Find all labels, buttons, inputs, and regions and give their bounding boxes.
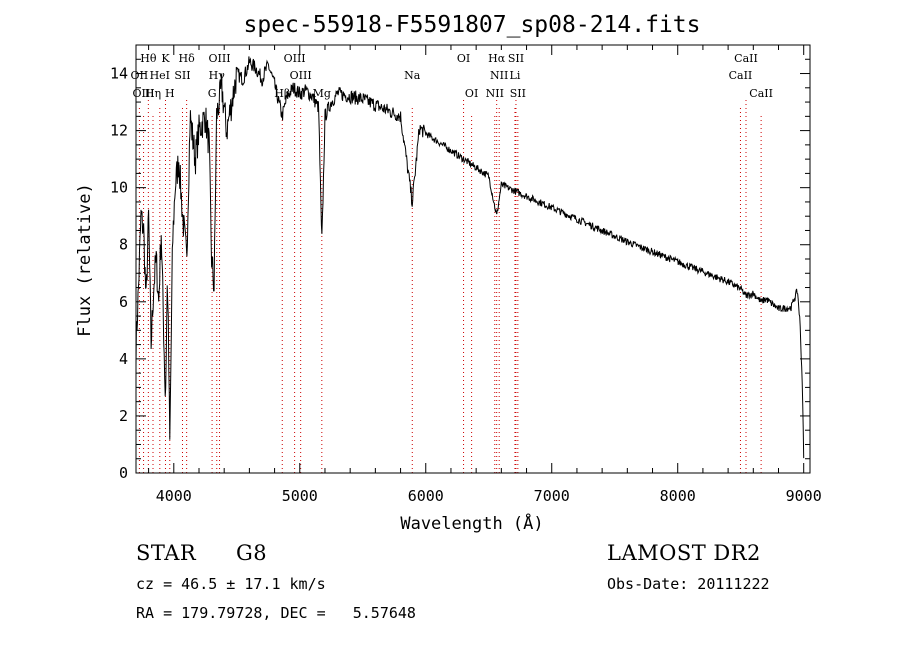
line-marker-label: G [208, 87, 217, 100]
y-tick-label: 4 [119, 350, 128, 368]
line-marker-label: SII [174, 69, 190, 82]
line-marker-label: Hγ [209, 69, 226, 82]
spectrum-line [135, 56, 805, 459]
y-tick-label: 10 [110, 179, 128, 197]
y-tick-label: 2 [119, 407, 128, 425]
y-axis-ticks: 0 2 4 6 8 10 12 14 [110, 44, 810, 482]
x-tick-label: 7000 [534, 487, 570, 505]
line-marker-label: H [165, 87, 175, 100]
line-marker-label: Hη [145, 87, 161, 100]
x-tick-label: 8000 [660, 487, 696, 505]
chart-title: spec-55918-F5591807_sp08-214.fits [244, 12, 701, 38]
line-marker-label: OI [457, 52, 470, 65]
subclass: G8 [236, 541, 268, 565]
line-marker-label: OIII [290, 69, 312, 82]
line-marker-label: HeI [150, 69, 170, 82]
x-tick-label: 5000 [282, 487, 318, 505]
ra-dec: RA = 179.79728, DEC = 5.57648 [136, 604, 416, 622]
redshift-cz: cz = 46.5 ± 17.1 km/s [136, 575, 326, 593]
x-tick-label: 6000 [408, 487, 444, 505]
line-marker-label: OI [465, 87, 478, 100]
line-marker-label: Hδ [179, 52, 196, 65]
line-marker-label: Na [404, 69, 421, 82]
line-marker-label: SII [510, 87, 526, 100]
obs-date: Obs-Date: 20111222 [607, 575, 770, 593]
line-marker-label: OIII [133, 87, 155, 100]
y-tick-label: 0 [119, 464, 128, 482]
line-marker-label: Hα [488, 52, 506, 65]
object-class: STAR [136, 541, 197, 565]
line-marker-label: NII [490, 69, 508, 82]
y-tick-label: 8 [119, 236, 128, 254]
line-marker-label: OIII [284, 52, 306, 65]
y-tick-label: 12 [110, 122, 128, 140]
line-marker-label: K [161, 52, 170, 65]
line-marker-label: Li [510, 69, 521, 82]
line-marker-label: Mg [313, 87, 331, 100]
line-marker-label: CaII [749, 87, 773, 100]
x-tick-label: 9000 [786, 487, 822, 505]
line-marker-label: CaII [729, 69, 753, 82]
y-tick-label: 6 [119, 293, 128, 311]
x-axis-ticks: 4000 5000 6000 7000 8000 9000 [148, 45, 822, 505]
line-marker-label: NII [486, 87, 504, 100]
line-marker-label: OIII [208, 52, 230, 65]
plot-frame [135, 44, 811, 474]
line-marker-label: SII [508, 52, 524, 65]
y-axis-label: Flux (relative) [75, 183, 95, 337]
line-marker-label: Hθ [140, 52, 157, 65]
line-marker-label: CaII [734, 52, 758, 65]
line-marker-label: OII [131, 69, 149, 82]
survey-name: LAMOST DR2 [607, 541, 761, 565]
x-tick-label: 4000 [156, 487, 192, 505]
y-tick-label: 14 [110, 65, 128, 83]
x-axis-label: Wavelength (Å) [400, 512, 543, 534]
